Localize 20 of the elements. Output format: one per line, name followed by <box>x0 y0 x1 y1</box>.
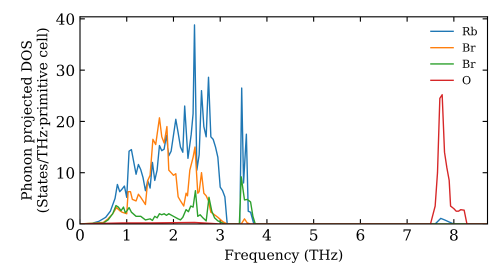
x-axis-title: Frequency (THz) <box>224 249 342 263</box>
x-tick-label: 8 <box>450 229 458 241</box>
x-tick-label: 0 <box>76 229 84 241</box>
x-tick-label: 7 <box>404 229 411 240</box>
x-tick-label: 3 <box>216 229 224 241</box>
legend-label: Rb <box>462 26 477 36</box>
y-tick-label: 30 <box>56 64 74 76</box>
y-axis-title: Phonon projected DOS (States/THz·primitive cell) <box>20 28 50 212</box>
x-tick-label: 4 <box>262 229 272 240</box>
x-tick-label: 6 <box>356 229 364 241</box>
y-tick-label: 40 <box>56 13 74 25</box>
y-tick-label: 20 <box>56 116 74 128</box>
legend-label: O <box>462 76 471 84</box>
legend-label: Br <box>462 60 476 68</box>
legend-label: Br <box>462 43 476 52</box>
x-tick-label: 2 <box>170 229 177 240</box>
y-tick-label: 0 <box>66 218 74 230</box>
y-tick-label: 10 <box>58 167 74 179</box>
x-tick-label: 1 <box>124 229 130 240</box>
x-tick-label: 5 <box>310 229 318 241</box>
